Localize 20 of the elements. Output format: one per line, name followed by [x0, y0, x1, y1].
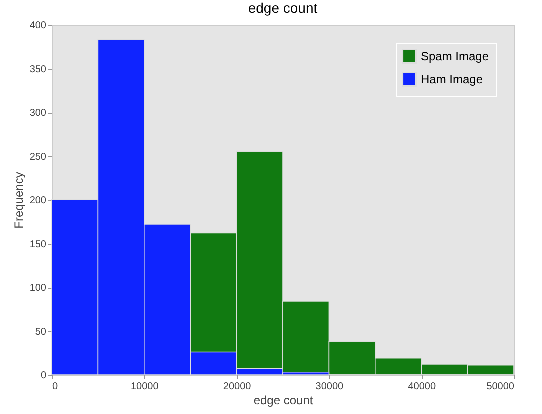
- y-tick-label: 0: [40, 370, 47, 382]
- x-tick-label: 30000: [316, 382, 344, 392]
- x-tick-label: 20000: [223, 382, 252, 392]
- x-tick-label: 0: [52, 382, 58, 392]
- y-axis-title: Frequency: [12, 172, 26, 229]
- chart-title: edge count: [248, 0, 318, 16]
- y-tick-label: 150: [30, 239, 47, 250]
- x-tick-label: 10000: [130, 382, 160, 392]
- y-tick-label: 300: [30, 108, 47, 119]
- y-tick-label: 350: [30, 64, 47, 76]
- x-tick-label: 40000: [408, 382, 436, 392]
- y-tick-label: 50: [35, 326, 47, 338]
- y-tick-label: 250: [30, 152, 47, 163]
- y-tick-label: 200: [30, 196, 47, 206]
- x-axis-title: edge count: [254, 394, 314, 408]
- y-tick-label: 100: [30, 283, 47, 294]
- y-tick-label: 400: [30, 20, 47, 32]
- legend-label: Ham Image: [421, 72, 484, 86]
- legend-label: Spam Image: [421, 50, 490, 64]
- x-tick-label: 50000: [486, 382, 515, 392]
